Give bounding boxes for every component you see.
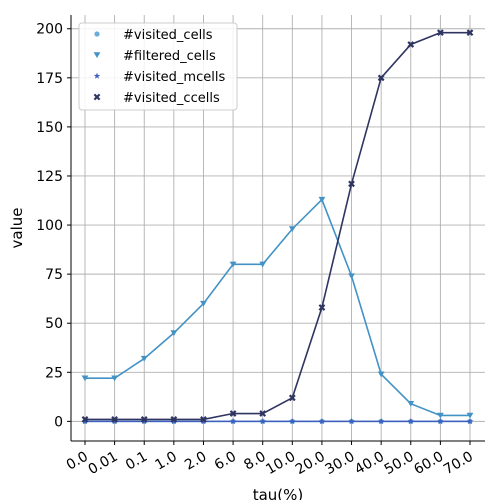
- marker-stroke: [318, 304, 326, 311]
- legend-label: #filtered_cells: [123, 49, 216, 64]
- data-point: [170, 416, 178, 423]
- marker-stroke: [288, 394, 296, 402]
- data-point: [200, 417, 207, 425]
- data-point: [111, 416, 118, 423]
- y-tick-label: 200: [36, 22, 63, 38]
- data-point: [437, 29, 444, 37]
- marker-stroke: [111, 416, 118, 423]
- data-point: [466, 417, 474, 425]
- marker-stroke: [200, 416, 207, 423]
- series-1: [81, 196, 474, 419]
- y-tick-label: 0: [54, 414, 63, 430]
- y-axis-label: value: [8, 208, 26, 249]
- data-point: [259, 417, 266, 425]
- legend-entry: #visited_mcells: [93, 70, 225, 85]
- x-tick-label: 6.0: [212, 449, 239, 474]
- marker-stroke: [348, 180, 355, 188]
- marker-stroke: [140, 416, 148, 423]
- data-point: [229, 410, 237, 417]
- y-tick-label: 125: [36, 169, 63, 185]
- data-point: [288, 394, 296, 402]
- x-tick-label: 2.0: [182, 449, 209, 474]
- legend-marker: [93, 72, 101, 79]
- data-point: [407, 400, 415, 407]
- data-point: [407, 41, 415, 48]
- x-axis-label: tau(%): [253, 486, 304, 500]
- data-point: [436, 412, 444, 419]
- y-tick-label: 50: [45, 316, 63, 332]
- marker-stroke: [81, 416, 89, 423]
- data-point: [200, 416, 207, 423]
- data-point: [170, 330, 178, 337]
- data-point: [348, 417, 355, 425]
- data-point: [318, 196, 326, 203]
- data-point: [140, 355, 148, 362]
- data-point: [200, 300, 207, 307]
- data-point: [377, 417, 385, 425]
- legend-entry: #filtered_cells: [93, 49, 216, 64]
- data-point: [111, 375, 119, 382]
- marker-stroke: [229, 410, 237, 417]
- data-point: [259, 410, 267, 417]
- data-point: [229, 261, 237, 268]
- legend-label: #visited_mcells: [123, 70, 225, 85]
- data-point: [289, 417, 296, 425]
- legend: #visited_cells #filtered_cells #visited_mc…: [78, 22, 238, 111]
- data-point: [348, 180, 355, 188]
- legend-marker: [93, 93, 101, 101]
- series-layer: [81, 29, 474, 425]
- data-point: [348, 273, 355, 280]
- series-line: [85, 198, 470, 417]
- data-point: [81, 375, 89, 382]
- data-point: [170, 417, 178, 425]
- x-tick-label: 0.1: [123, 449, 150, 474]
- data-point: [318, 304, 326, 311]
- legend-label: #visited_ccells: [123, 91, 220, 106]
- x-tick-label: 8.0: [241, 449, 268, 474]
- data-point: [81, 416, 89, 423]
- y-tick-label: 150: [36, 120, 63, 136]
- legend-entry: #visited_ccells: [93, 91, 220, 106]
- x-tick-label: 0.0: [64, 449, 91, 474]
- data-point: [111, 417, 118, 425]
- y-tick-label: 25: [45, 365, 63, 381]
- data-point: [377, 371, 385, 378]
- marker-stroke: [377, 74, 385, 82]
- data-point: [229, 417, 237, 425]
- series-3: [81, 29, 474, 423]
- data-point: [318, 417, 326, 425]
- series-2: [81, 417, 474, 425]
- data-point: [437, 417, 444, 425]
- x-tick-label: 70.0: [441, 449, 476, 478]
- y-tick-label: 175: [36, 71, 63, 87]
- legend-marker: [93, 52, 101, 59]
- marker-stroke: [407, 41, 415, 48]
- legend-marker: [94, 31, 100, 37]
- y-tick-label: 75: [45, 267, 63, 283]
- x-tick-label: 1.0: [153, 449, 180, 474]
- data-point: [81, 417, 89, 425]
- data-point: [466, 412, 474, 419]
- legend-entry: #visited_cells: [94, 28, 213, 43]
- y-tick-label: 100: [36, 218, 63, 234]
- legend-box: [78, 22, 238, 111]
- data-point: [141, 417, 148, 425]
- marker-stroke: [170, 416, 178, 423]
- data-point: [466, 29, 474, 37]
- data-point: [140, 416, 148, 423]
- data-point: [259, 261, 267, 268]
- data-point: [407, 417, 414, 425]
- series-line: [85, 31, 470, 421]
- data-point: [288, 226, 296, 233]
- x-tick-label: 0.01: [86, 449, 121, 478]
- marker-stroke: [93, 93, 101, 101]
- marker-stroke: [437, 29, 444, 37]
- legend-label: #visited_cells: [123, 28, 213, 43]
- marker-stroke: [466, 29, 474, 37]
- data-point: [377, 74, 385, 82]
- marker-stroke: [259, 410, 267, 417]
